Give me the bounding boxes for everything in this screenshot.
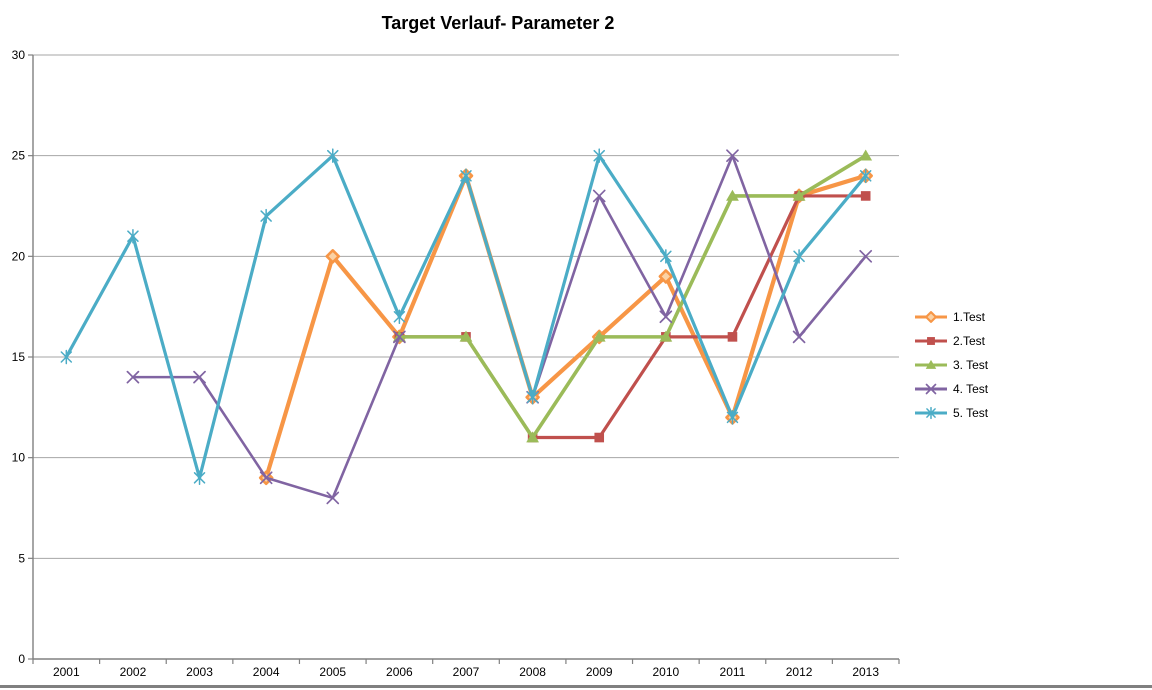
x-axis-label: 2009: [586, 665, 613, 679]
star-marker-icon: [327, 148, 339, 163]
x-marker-icon: [393, 330, 406, 344]
chart-legend: 1.Test 2.Test 3. Test 4. Test 5. Test: [914, 309, 988, 421]
star-marker-icon: [193, 470, 206, 486]
square-marker-icon: [594, 432, 605, 443]
star-marker-icon: [793, 249, 805, 264]
x-marker-icon: [259, 471, 273, 485]
x-axis-label: 2002: [120, 665, 147, 679]
x-marker-icon: [126, 370, 140, 384]
x-axis-label: 2013: [852, 665, 879, 679]
legend-label: 5. Test: [953, 406, 989, 420]
star-marker-icon: [460, 168, 472, 184]
x-marker-icon: [792, 330, 806, 344]
triangle-marker-icon: [526, 431, 540, 443]
x-axis-label: 2007: [453, 665, 480, 679]
x-axis-label: 2006: [386, 665, 413, 679]
legend-item-4: 4. Test: [914, 381, 988, 397]
x-marker-icon: [193, 370, 206, 384]
legend-item-2: 2.Test: [914, 333, 988, 349]
legend-label: 2.Test: [953, 334, 986, 348]
legend-label: 1.Test: [953, 310, 986, 324]
star-marker-icon: [926, 406, 936, 420]
y-axis-label: 30: [12, 48, 26, 62]
square-marker-icon: [727, 332, 738, 342]
x-marker-icon: [726, 149, 739, 163]
x-marker-icon: [859, 249, 873, 263]
series-line-1: [264, 173, 868, 480]
square-marker-icon: [927, 337, 935, 345]
star-marker-icon: [526, 390, 539, 405]
y-axis-label: 20: [12, 249, 26, 263]
y-axis-label: 10: [12, 451, 26, 465]
series-line-3: [397, 153, 868, 440]
star-marker-icon: [260, 208, 272, 224]
y-axis-label: 15: [12, 350, 26, 364]
chart-title: Target Verlauf- Parameter 2: [381, 13, 615, 33]
chart-frame-bottom-border: [0, 685, 1152, 688]
y-axis-label: 25: [12, 149, 26, 163]
diamond-marker-icon: [658, 269, 674, 284]
triangle-marker-icon: [592, 330, 606, 342]
x-marker-icon: [925, 383, 937, 395]
x-axis-label: 2001: [53, 665, 80, 679]
y-axis-label: 0: [18, 652, 25, 666]
star-marker-icon: [660, 249, 672, 264]
triangle-marker-icon: [792, 189, 806, 201]
diamond-marker-icon: [925, 311, 937, 323]
x-axis-label: 2010: [652, 665, 679, 679]
legend-label: 3. Test: [953, 358, 989, 372]
legend-item-3: 3. Test: [914, 357, 988, 373]
star-marker-icon: [859, 168, 872, 184]
x-axis-label: 2004: [253, 665, 280, 679]
x-axis-label: 2003: [186, 665, 213, 679]
star-marker-icon: [127, 228, 139, 244]
star-marker-icon: [593, 148, 605, 163]
legend-square-marker-icon: [915, 337, 947, 345]
x-marker-icon: [659, 310, 673, 324]
square-marker-icon: [860, 191, 871, 201]
star-marker-icon: [393, 309, 406, 324]
x-marker-icon: [326, 491, 340, 505]
diamond-marker-icon: [325, 249, 341, 264]
triangle-marker-icon: [659, 330, 673, 342]
x-axis-label: 2008: [519, 665, 546, 679]
series-line-5: [64, 154, 868, 480]
legend-diamond-marker-icon: [915, 311, 947, 323]
star-marker-icon: [726, 410, 739, 425]
triangle-marker-icon: [459, 330, 473, 342]
x-marker-icon: [592, 189, 606, 203]
legend-label: 4. Test: [953, 382, 989, 396]
legend-triangle-marker-icon: [915, 359, 947, 369]
legend-star-marker-icon: [915, 406, 947, 420]
legend-item-5: 5. Test: [914, 405, 988, 421]
x-axis-label: 2012: [786, 665, 813, 679]
triangle-marker-icon: [925, 359, 937, 369]
triangle-marker-icon: [859, 149, 873, 161]
legend-x-marker-icon: [915, 383, 947, 395]
series-line-4: [531, 154, 867, 399]
x-axis-label: 2005: [319, 665, 346, 679]
star-marker-icon: [60, 349, 73, 365]
triangle-marker-icon: [726, 189, 739, 201]
legend-item-1: 1.Test: [914, 309, 988, 325]
y-axis-label: 5: [18, 551, 25, 565]
series-line-2: [397, 194, 868, 440]
x-axis-label: 2011: [720, 665, 746, 679]
